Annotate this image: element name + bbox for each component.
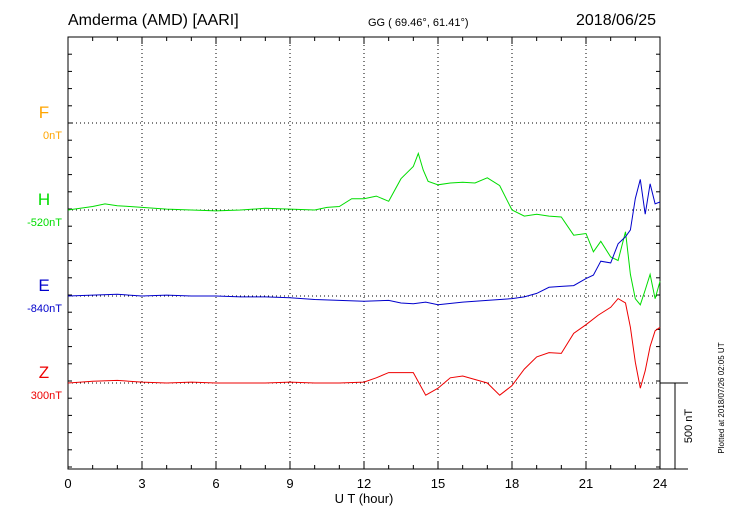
x-tick-label-6: 6 — [212, 476, 219, 491]
series-baseline-F: 0nT — [43, 130, 62, 142]
scale-bar-label: 500 nT — [683, 409, 695, 444]
x-tick-label-18: 18 — [505, 476, 519, 491]
x-tick-label-24: 24 — [653, 476, 667, 491]
series-name-H: H — [38, 190, 50, 209]
x-tick-label-21: 21 — [579, 476, 593, 491]
plotted-at-note: Plotted at 2018/07/26 02:05 UT — [717, 342, 726, 453]
series-line-Z — [67, 297, 661, 396]
x-axis-label: U T (hour) — [335, 491, 394, 506]
geographic-coordinates: GG ( 69.46°, 61.41°) — [368, 17, 469, 29]
series-baseline-Z: 300nT — [31, 390, 62, 402]
series-line-E — [67, 179, 661, 306]
series-name-E: E — [38, 276, 49, 295]
x-tick-label-15: 15 — [431, 476, 445, 491]
x-tick-label-12: 12 — [357, 476, 371, 491]
x-tick-label-9: 9 — [286, 476, 293, 491]
series-name-F: F — [39, 103, 49, 122]
series-baseline-H: -520nT — [27, 217, 62, 229]
series-baseline-E: -840nT — [27, 303, 62, 315]
x-tick-label-0: 0 — [64, 476, 71, 491]
series-name-Z: Z — [39, 363, 49, 382]
x-tick-label-3: 3 — [138, 476, 145, 491]
station-title: Amderma (AMD) [AARI] — [68, 12, 239, 29]
date-label: 2018/06/25 — [576, 12, 657, 29]
series-line-H — [67, 151, 661, 306]
